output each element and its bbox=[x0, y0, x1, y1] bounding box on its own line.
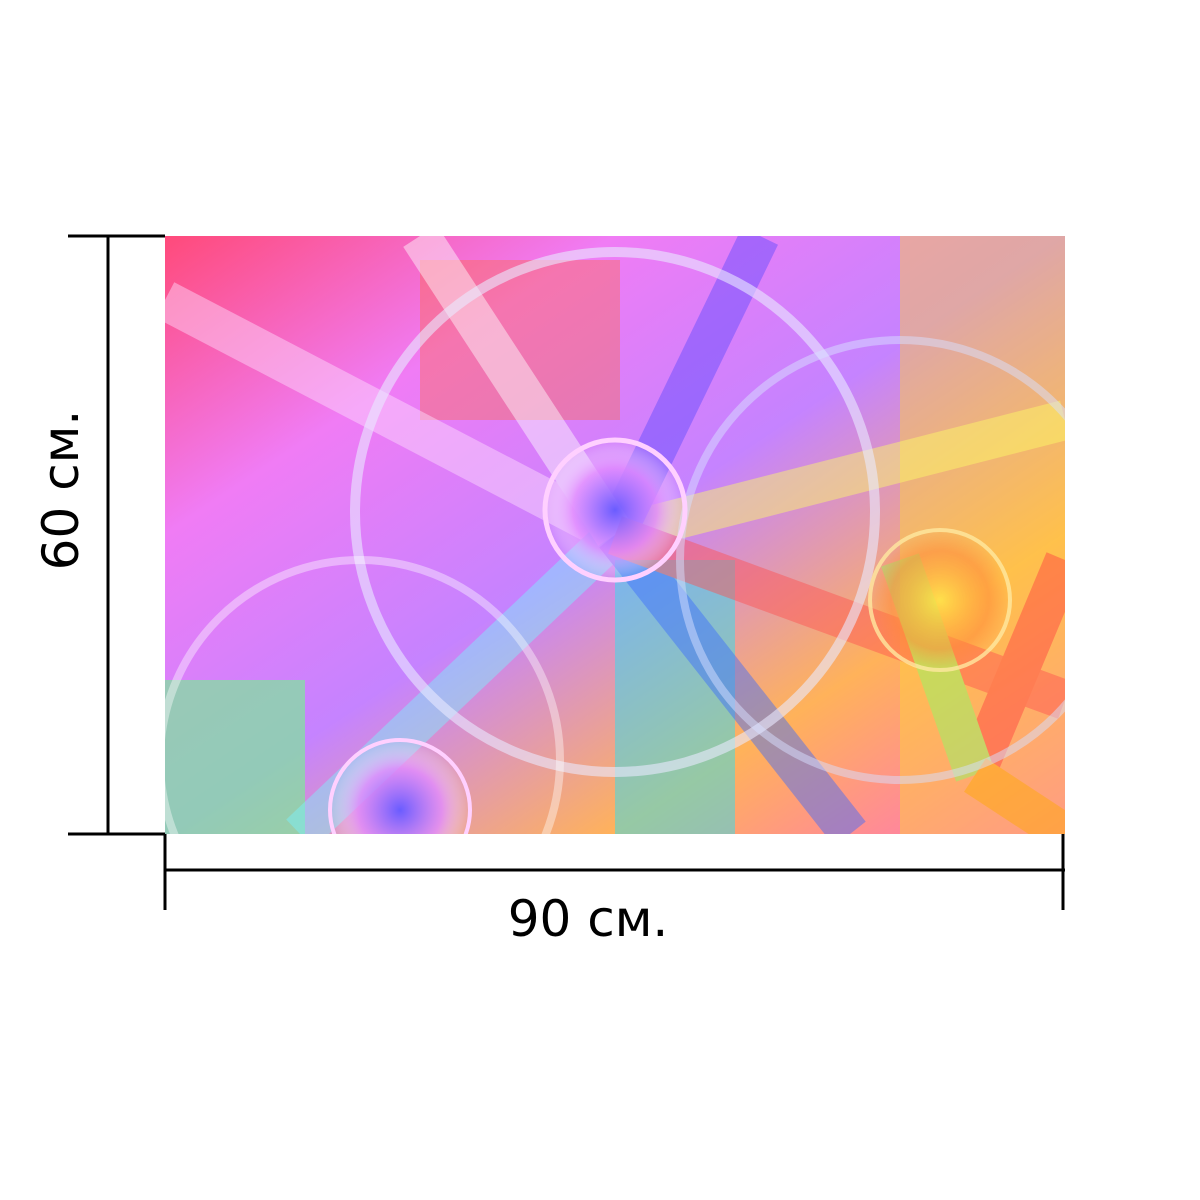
height-label: 60 см. bbox=[32, 410, 90, 571]
artwork bbox=[165, 236, 1065, 834]
width-label: 90 см. bbox=[508, 890, 669, 948]
dimension-lines bbox=[68, 234, 1065, 910]
